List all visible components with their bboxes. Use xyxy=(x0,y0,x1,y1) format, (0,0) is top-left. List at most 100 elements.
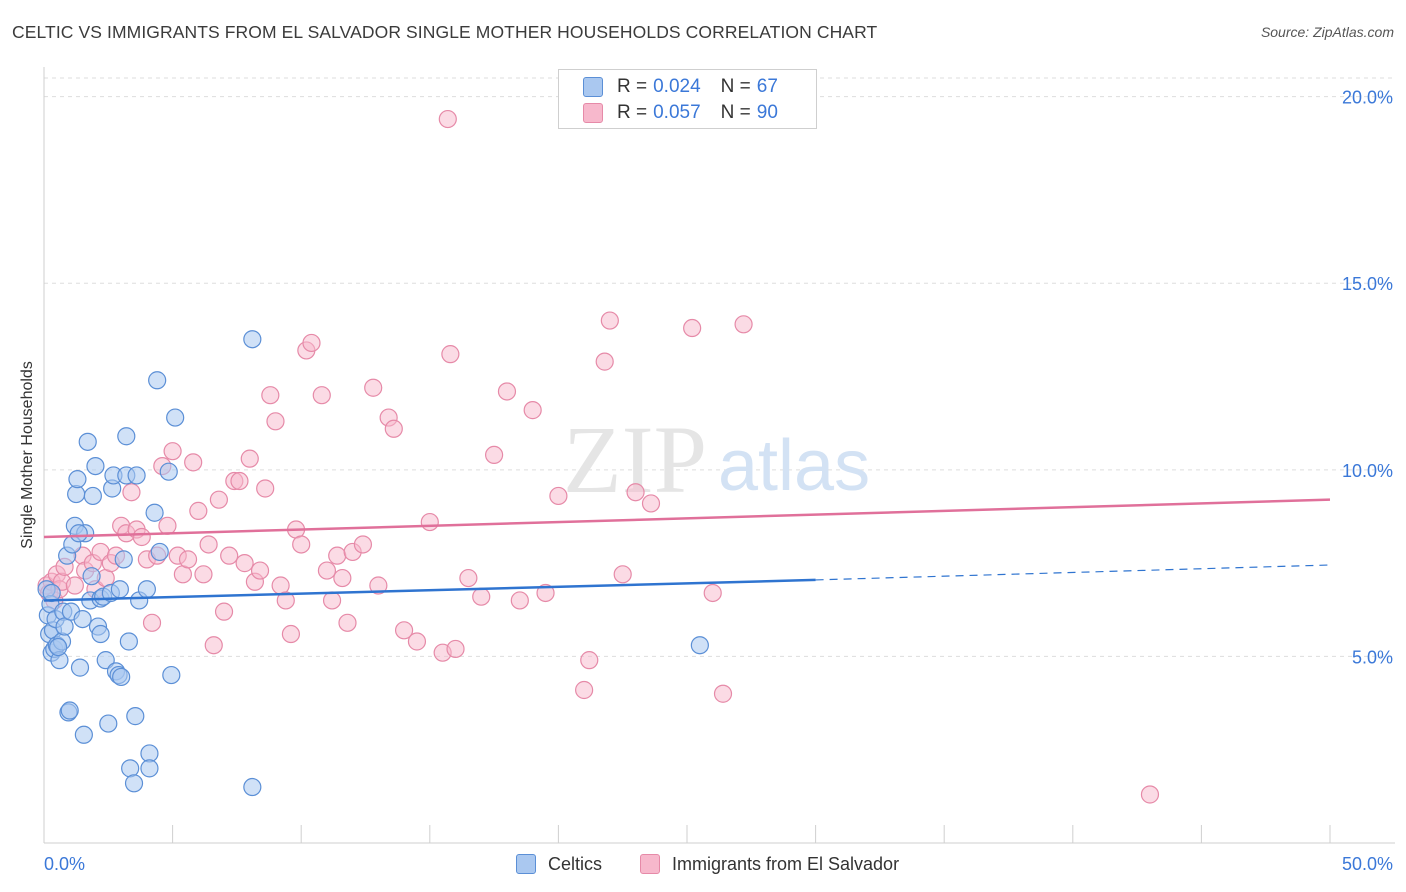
data-point-salvador xyxy=(256,479,275,498)
data-point-salvador xyxy=(713,684,733,703)
data-point-celtics xyxy=(117,427,136,446)
data-point-salvador xyxy=(734,315,753,334)
bottom-swatch-salvador xyxy=(640,854,660,874)
data-point-celtics xyxy=(70,658,90,677)
legend-n-label: N = xyxy=(720,102,751,123)
data-point-celtics xyxy=(96,651,115,670)
data-point-salvador xyxy=(199,535,218,554)
watermark-atlas: atlas xyxy=(718,426,870,506)
watermark: ZIP atlas xyxy=(563,406,870,513)
data-point-celtics xyxy=(159,462,178,481)
data-point-salvador xyxy=(292,535,311,554)
data-point-salvador xyxy=(613,565,632,584)
data-point-salvador xyxy=(204,636,223,655)
data-point-salvador xyxy=(420,512,439,532)
data-point-salvador xyxy=(178,550,198,569)
x-tick-label: 0.0% xyxy=(44,854,85,874)
data-point-celtics xyxy=(166,408,185,427)
data-point-salvador xyxy=(703,583,722,603)
data-point-salvador xyxy=(575,680,594,700)
source-label: Source: ZipAtlas.com xyxy=(1260,24,1394,40)
legend-r-value-salvador: 0.057 xyxy=(653,102,701,123)
data-point-salvador xyxy=(235,554,254,573)
legend-n-label: N = xyxy=(720,76,751,97)
data-point-celtics xyxy=(150,542,169,562)
data-point-salvador xyxy=(266,412,285,431)
data-point-salvador xyxy=(184,453,203,472)
data-point-celtics xyxy=(145,503,164,522)
data-point-salvador xyxy=(132,527,151,547)
correlation-legend: R = 0.024 N = 67 R = 0.057 N = 90 xyxy=(558,69,817,129)
data-point-celtics xyxy=(68,470,87,489)
data-point-salvador xyxy=(250,561,270,580)
data-point-salvador xyxy=(261,386,280,405)
data-point-salvador xyxy=(322,591,342,610)
data-point-celtics xyxy=(73,609,92,629)
trend-line-salvador xyxy=(43,498,1331,539)
data-point-salvador xyxy=(317,561,337,580)
data-point-salvador xyxy=(338,613,357,632)
bottom-swatch-celtics xyxy=(516,854,536,874)
data-point-salvador xyxy=(240,449,259,468)
data-point-salvador xyxy=(549,486,568,506)
data-point-salvador xyxy=(312,386,331,405)
data-point-salvador xyxy=(281,624,301,644)
trend-line-celtics xyxy=(43,578,816,602)
data-point-salvador xyxy=(189,501,208,520)
data-point-celtics xyxy=(86,456,105,476)
data-point-salvador xyxy=(446,639,465,659)
data-point-celtics xyxy=(49,637,68,657)
y-tick-label: 5.0% xyxy=(1352,647,1393,667)
bottom-legend-salvador-label: Immigrants from El Salvador xyxy=(672,853,900,874)
legend-row-salvador: R = 0.057 N = 90 xyxy=(583,101,778,125)
data-point-celtics xyxy=(114,550,133,569)
data-point-salvador xyxy=(485,445,504,465)
data-point-salvador xyxy=(369,576,388,595)
data-point-celtics xyxy=(119,632,138,651)
y-tick-label: 10.0% xyxy=(1342,461,1393,481)
data-point-celtics xyxy=(78,432,97,451)
data-point-celtics xyxy=(243,330,262,349)
y-tick-label: 15.0% xyxy=(1342,274,1393,294)
chart-title: CELTIC VS IMMIGRANTS FROM EL SALVADOR SI… xyxy=(12,22,878,42)
data-point-salvador xyxy=(353,535,373,554)
data-point-celtics xyxy=(121,759,140,778)
data-point-salvador xyxy=(1140,785,1160,804)
y-tick-label: 20.0% xyxy=(1342,88,1393,108)
celtics-points xyxy=(37,330,709,797)
legend-swatch-celtics xyxy=(583,77,603,97)
data-point-celtics xyxy=(91,624,110,644)
data-point-salvador xyxy=(122,483,141,502)
legend-r-label: R = xyxy=(617,76,648,97)
data-point-celtics xyxy=(124,774,144,793)
data-point-salvador xyxy=(65,576,84,595)
data-point-salvador xyxy=(384,419,403,438)
data-point-celtics xyxy=(82,567,101,586)
data-point-celtics xyxy=(127,466,146,485)
data-point-celtics xyxy=(137,580,156,599)
data-point-celtics xyxy=(140,759,159,778)
data-point-celtics xyxy=(148,371,167,390)
data-point-salvador xyxy=(194,565,213,584)
bottom-legend-celtics: Celtics xyxy=(516,852,602,876)
data-point-salvador xyxy=(163,442,182,461)
legend-r-label: R = xyxy=(617,102,648,123)
data-point-celtics xyxy=(69,524,88,543)
trend-lines xyxy=(43,498,1331,602)
data-point-salvador xyxy=(438,109,457,129)
data-point-salvador xyxy=(276,591,295,610)
data-point-celtics xyxy=(83,486,102,506)
data-point-salvador xyxy=(641,494,661,513)
legend-swatch-salvador xyxy=(583,103,603,123)
data-point-salvador xyxy=(580,651,599,670)
data-point-salvador xyxy=(328,546,347,565)
data-point-celtics xyxy=(126,707,145,726)
data-point-salvador xyxy=(523,401,542,420)
data-point-salvador xyxy=(394,621,414,640)
bottom-legend-celtics-label: Celtics xyxy=(548,853,603,874)
bottom-legend-salvador: Immigrants from El Salvador xyxy=(640,852,899,876)
data-point-celtics xyxy=(690,636,709,655)
data-point-celtics xyxy=(60,701,79,720)
data-point-salvador xyxy=(536,583,555,603)
